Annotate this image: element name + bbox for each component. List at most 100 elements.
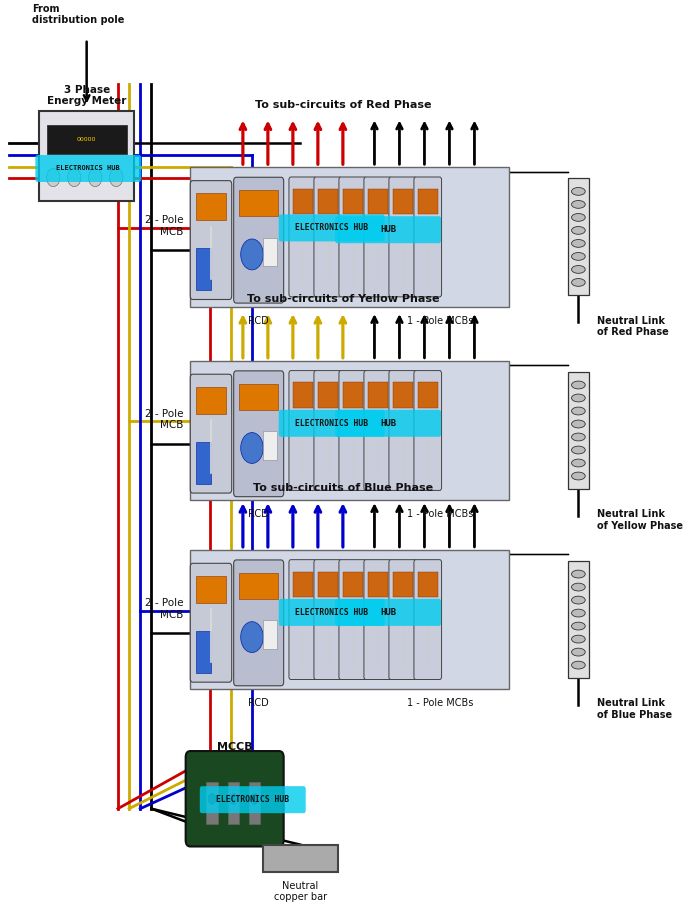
FancyBboxPatch shape	[279, 214, 385, 241]
Text: From
distribution pole: From distribution pole	[32, 4, 125, 25]
Text: To sub-circuits of Yellow Phase: To sub-circuits of Yellow Phase	[247, 294, 440, 304]
Ellipse shape	[572, 252, 585, 261]
FancyBboxPatch shape	[190, 180, 231, 299]
Ellipse shape	[572, 188, 585, 195]
Bar	[418, 383, 438, 407]
Bar	[227, 783, 239, 823]
Bar	[249, 783, 261, 823]
Ellipse shape	[572, 662, 585, 669]
FancyBboxPatch shape	[339, 560, 367, 679]
Bar	[47, 126, 127, 154]
FancyBboxPatch shape	[200, 786, 306, 813]
FancyBboxPatch shape	[364, 371, 392, 491]
FancyBboxPatch shape	[339, 371, 367, 491]
Bar	[393, 383, 413, 407]
Ellipse shape	[572, 278, 585, 286]
Circle shape	[207, 792, 217, 806]
Circle shape	[229, 792, 238, 806]
Bar	[263, 237, 277, 266]
Circle shape	[89, 168, 102, 187]
Text: ELECTRONICS HUB: ELECTRONICS HUB	[56, 165, 120, 172]
Bar	[568, 372, 589, 489]
Bar	[293, 572, 313, 597]
Bar	[318, 572, 337, 597]
Ellipse shape	[572, 622, 585, 630]
Text: Neutral Link
of Blue Phase: Neutral Link of Blue Phase	[597, 699, 672, 720]
Ellipse shape	[572, 459, 585, 467]
Bar	[393, 188, 413, 214]
Circle shape	[250, 792, 259, 806]
Bar	[343, 383, 362, 407]
FancyBboxPatch shape	[314, 560, 342, 679]
FancyBboxPatch shape	[335, 599, 441, 626]
Ellipse shape	[572, 265, 585, 274]
Text: Neutral
copper bar: Neutral copper bar	[274, 881, 327, 903]
Ellipse shape	[572, 407, 585, 415]
Ellipse shape	[572, 226, 585, 235]
FancyBboxPatch shape	[36, 155, 141, 182]
FancyBboxPatch shape	[389, 177, 417, 297]
FancyBboxPatch shape	[190, 564, 231, 682]
Bar	[190, 167, 510, 307]
Bar	[343, 572, 362, 597]
Bar	[263, 432, 277, 460]
Bar	[39, 111, 135, 201]
Text: To sub-circuits of Blue Phase: To sub-circuits of Blue Phase	[253, 483, 434, 493]
FancyBboxPatch shape	[185, 751, 284, 846]
FancyBboxPatch shape	[233, 371, 284, 497]
Bar	[343, 188, 362, 214]
Ellipse shape	[572, 649, 585, 656]
Bar	[196, 442, 210, 484]
Ellipse shape	[572, 446, 585, 454]
Text: MCCB: MCCB	[217, 742, 252, 752]
FancyBboxPatch shape	[364, 177, 392, 297]
Text: ELECTRONICS HUB: ELECTRONICS HUB	[295, 224, 368, 233]
Text: RCD: RCD	[248, 509, 269, 519]
Ellipse shape	[572, 609, 585, 617]
FancyBboxPatch shape	[414, 177, 442, 297]
FancyBboxPatch shape	[335, 409, 441, 437]
FancyBboxPatch shape	[289, 560, 316, 679]
Ellipse shape	[572, 239, 585, 248]
Text: 2 - Pole
MCB: 2 - Pole MCB	[145, 598, 184, 620]
FancyBboxPatch shape	[389, 371, 417, 491]
Text: 2 - Pole
MCB: 2 - Pole MCB	[145, 215, 184, 237]
Circle shape	[240, 432, 263, 464]
FancyBboxPatch shape	[190, 374, 231, 493]
Bar	[239, 384, 278, 410]
Text: HUB: HUB	[380, 225, 396, 234]
FancyBboxPatch shape	[233, 177, 284, 303]
Text: RCD: RCD	[248, 316, 269, 325]
Bar	[368, 383, 388, 407]
Circle shape	[68, 168, 81, 187]
Bar	[190, 360, 510, 500]
Text: HUB: HUB	[380, 608, 396, 617]
Text: 1 - Pole MCBs: 1 - Pole MCBs	[407, 509, 473, 519]
Text: HUB: HUB	[380, 419, 396, 428]
Text: Neutral Link
of Red Phase: Neutral Link of Red Phase	[597, 316, 668, 337]
Text: 3 Phase
Energy Meter: 3 Phase Energy Meter	[47, 85, 126, 106]
Bar	[393, 572, 413, 597]
Bar	[418, 188, 438, 214]
Bar	[568, 178, 589, 296]
Ellipse shape	[572, 201, 585, 208]
Text: 1 - Pole MCBs: 1 - Pole MCBs	[407, 699, 473, 709]
Bar	[568, 561, 589, 678]
Circle shape	[240, 239, 263, 270]
Ellipse shape	[572, 570, 585, 578]
Bar	[196, 387, 227, 414]
Bar	[196, 631, 210, 674]
Bar	[368, 188, 388, 214]
FancyBboxPatch shape	[339, 177, 367, 297]
FancyBboxPatch shape	[289, 177, 316, 297]
Text: 1 - Pole MCBs: 1 - Pole MCBs	[407, 316, 473, 325]
Text: Neutral Link
of Yellow Phase: Neutral Link of Yellow Phase	[597, 509, 683, 531]
Ellipse shape	[572, 583, 585, 591]
Circle shape	[47, 168, 60, 187]
Ellipse shape	[572, 381, 585, 389]
Text: ELECTRONICS HUB: ELECTRONICS HUB	[295, 608, 368, 617]
Bar	[318, 383, 337, 407]
Circle shape	[109, 168, 123, 187]
Ellipse shape	[572, 635, 585, 643]
FancyBboxPatch shape	[414, 371, 442, 491]
